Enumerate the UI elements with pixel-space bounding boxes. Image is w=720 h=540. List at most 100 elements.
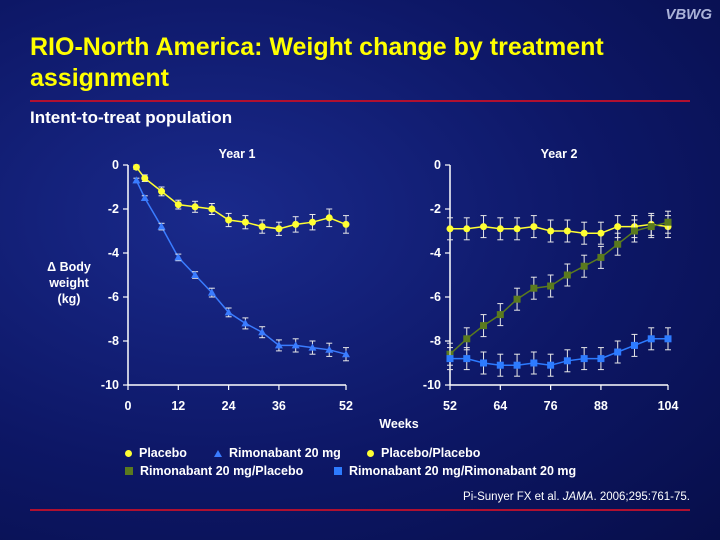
data-point [342,350,350,358]
data-point [597,253,605,261]
data-point [614,240,622,248]
data-point [141,174,149,182]
data-point [563,227,571,235]
data-point [614,348,622,356]
x-tick-label: 88 [594,399,608,413]
y-axis-label-line: (kg) [57,292,81,306]
square-marker-icon [125,467,133,475]
data-point [513,361,521,369]
y-tick-label: -2 [108,202,119,216]
data-point [224,308,233,316]
data-point [480,223,488,231]
data-point [597,229,605,237]
legend-placebo-placebo: Placebo/Placebo [367,446,480,460]
data-point [446,225,454,233]
legend-rimonabant: Rimonabant 20 mg [214,446,341,460]
legend-placebo: Placebo [125,446,187,460]
y-tick-label: -10 [423,378,441,392]
circle-marker-icon [125,449,132,457]
y-tick-label: -8 [430,334,441,348]
slide-title: RIO-North America: Weight change by trea… [30,33,604,92]
data-point [292,220,300,228]
circle-marker-icon [367,449,374,457]
data-point [174,253,183,261]
legend-label: Placebo [139,446,187,460]
data-point [664,218,672,226]
data-point [157,222,166,230]
citation-authors: Pi-Sunyer FX et al. [463,491,563,503]
y-tick-label: -4 [108,246,119,260]
x-tick-label: 64 [493,399,507,413]
x-tick-label: 52 [443,399,457,413]
data-point [496,361,504,369]
data-point [496,311,504,319]
legend-label: Rimonabant 20 mg/Placebo [140,464,304,478]
x-tick-label: 104 [658,399,679,413]
data-point [258,328,267,336]
y-tick-label: -10 [101,378,119,392]
data-point [225,216,233,224]
data-point [530,223,538,231]
footer-divider [30,509,690,511]
data-point [308,343,317,351]
y-axis-label-line: weight [49,276,89,290]
y-axis-label-line: Δ Body [47,260,91,274]
data-point [274,341,283,349]
data-point [446,355,454,363]
data-point [208,205,216,213]
data-point [463,355,471,363]
data-point [291,341,300,349]
y-tick-label: -2 [430,202,441,216]
panel-title: Year 1 [219,147,256,161]
triangle-marker-icon [214,449,222,457]
x-tick-label: 76 [544,399,558,413]
data-point [258,223,266,231]
data-point [563,357,571,365]
data-point [547,227,555,235]
data-point [325,214,333,222]
x-tick-label: 0 [125,399,132,413]
data-point [647,223,655,231]
x-tick-label: 24 [222,399,236,413]
data-point [547,361,555,369]
data-point [580,355,588,363]
y-tick-label: 0 [112,158,119,172]
data-point [191,271,200,278]
legend-label: Rimonabant 20 mg [229,446,341,460]
y-tick-label: -6 [430,290,441,304]
data-point [647,335,655,343]
data-point [140,194,149,201]
slide-subtitle: Intent-to-treat population [30,108,233,127]
x-tick-label: 12 [171,399,185,413]
legend-rimonabant-placebo: Rimonabant 20 mg/Placebo [125,464,303,478]
data-point [597,355,605,363]
data-point [463,225,471,233]
data-point [480,322,488,330]
data-point [325,345,334,353]
legend-label: Rimonabant 20 mg/Rimonabant 20 mg [349,464,577,478]
watermark-logo: VBWG [665,6,712,23]
data-point [241,319,250,327]
data-point [132,176,141,184]
data-point [241,218,249,226]
y-tick-label: 0 [434,158,441,172]
data-point [480,359,488,367]
title-divider [30,100,690,102]
series-line [135,180,347,355]
data-point [496,225,504,233]
data-point [174,201,182,209]
y-tick-label: -6 [108,290,119,304]
legend-label: Placebo/Placebo [381,446,481,460]
y-tick-label: -8 [108,334,119,348]
citation-ref: . 2006;295:761-75. [593,491,690,503]
data-point [308,218,316,226]
data-point [630,341,638,349]
data-point [614,223,622,231]
data-point [513,295,521,303]
data-point [132,163,140,171]
data-point [513,225,521,233]
legend-rimonabant-rimonabant: Rimonabant 20 mg/Rimonabant 20 mg [334,464,576,478]
citation-journal: JAMA [562,491,594,503]
data-point [191,203,199,211]
